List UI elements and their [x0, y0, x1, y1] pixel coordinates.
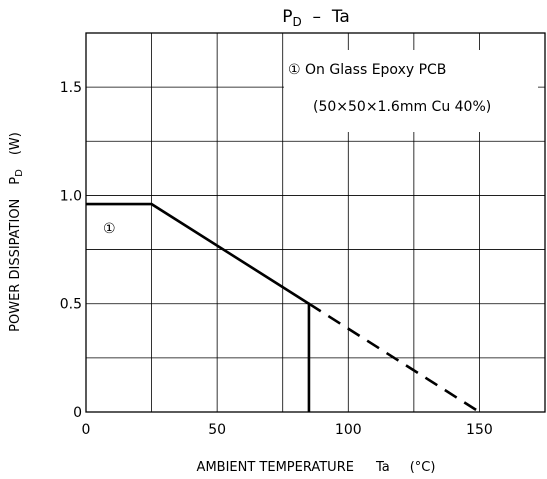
y-tick-label-2: 1.0 [60, 188, 82, 204]
chart-title-main: P [282, 7, 292, 27]
y-tick-label-3: 1.5 [60, 80, 82, 96]
chart-title-rest: – Ta [302, 7, 350, 27]
series-line-0 [86, 202, 311, 412]
x-tick-label-0: 0 [82, 422, 91, 438]
x-axis-title: AMBIENT TEMPERATURE Ta (°C) [197, 460, 436, 475]
chart-title: PD – Ta [282, 7, 350, 29]
y-tick-label-1: 0.5 [60, 297, 82, 313]
tick-labels: 0 50 100 150 0 0.5 1.0 1.5 [60, 80, 493, 438]
y-axis-title-subscript: D [14, 169, 25, 177]
x-tick-label-3: 150 [466, 422, 493, 438]
legend-line-2: (50×50×1.6mm Cu 40%) [313, 99, 491, 115]
x-tick-label-2: 100 [335, 422, 362, 438]
series-label-1: ① [103, 221, 116, 237]
y-axis-title-unit: (W) [8, 132, 23, 155]
y-axis-title-symbol: P [8, 177, 23, 185]
y-axis-title: POWER DISSIPATION PD (W) [8, 132, 25, 332]
x-axis-title-symbol: Ta [375, 460, 390, 475]
x-tick-label-1: 50 [208, 422, 226, 438]
legend-box [284, 50, 538, 132]
series-group [86, 202, 481, 414]
series-line-1 [308, 302, 481, 414]
x-axis-title-unit: (°C) [410, 460, 436, 475]
y-tick-label-0: 0 [73, 405, 82, 421]
y-axis-title-text: POWER DISSIPATION [8, 199, 23, 332]
chart-title-subscript: D [292, 15, 301, 29]
x-axis-title-text: AMBIENT TEMPERATURE [197, 460, 354, 475]
plot-frame [85, 32, 546, 413]
legend-line-1: ① On Glass Epoxy PCB [288, 62, 446, 78]
